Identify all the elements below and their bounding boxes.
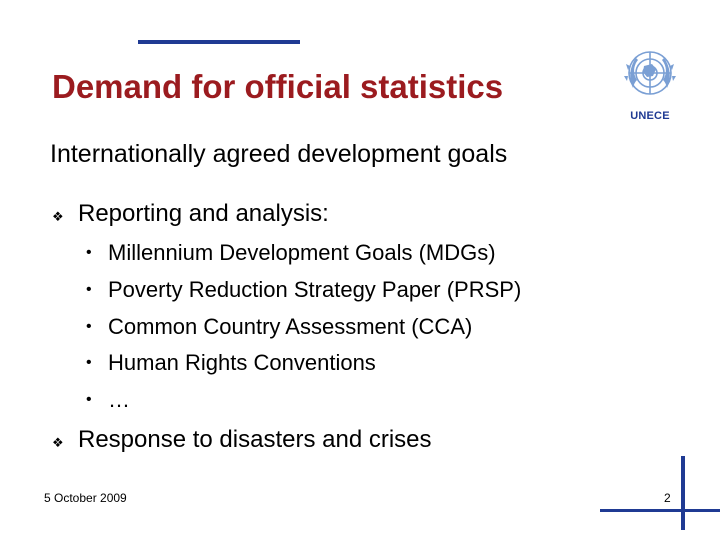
slide-title: Demand for official statistics xyxy=(52,68,504,105)
level2-item-text: … xyxy=(108,387,130,412)
dot-bullet-icon: • xyxy=(86,354,92,371)
logo-label: UNECE xyxy=(630,110,670,122)
diamond-bullet-icon: ❖ xyxy=(52,435,64,450)
level2-item-text: Poverty Reduction Strategy Paper (PRSP) xyxy=(108,277,522,302)
dot-bullet-icon: • xyxy=(86,244,92,261)
level2-item-text: Common Country Assessment (CCA) xyxy=(108,314,473,339)
dot-bullet-icon: • xyxy=(86,281,92,298)
level2-item-text: Human Rights Conventions xyxy=(108,350,376,375)
footer-date: 5 October 2009 xyxy=(44,491,127,505)
footer-horizontal-bar xyxy=(600,509,720,512)
footer-vertical-bar xyxy=(681,456,685,530)
level1-item-text: Response to disasters and crises xyxy=(78,426,432,453)
level1-item-text: Reporting and analysis: xyxy=(78,200,329,227)
page-number: 2 xyxy=(664,491,671,505)
level2-item-text: Millennium Development Goals (MDGs) xyxy=(108,240,496,265)
dot-bullet-icon: • xyxy=(86,318,92,335)
title-accent-rule xyxy=(138,40,300,44)
dot-bullet-icon: • xyxy=(86,391,92,408)
un-emblem-icon xyxy=(624,51,676,95)
diamond-bullet-icon: ❖ xyxy=(52,209,64,224)
slide-subtitle: Internationally agreed development goals xyxy=(50,140,508,168)
unece-logo: UNECE xyxy=(606,36,694,130)
